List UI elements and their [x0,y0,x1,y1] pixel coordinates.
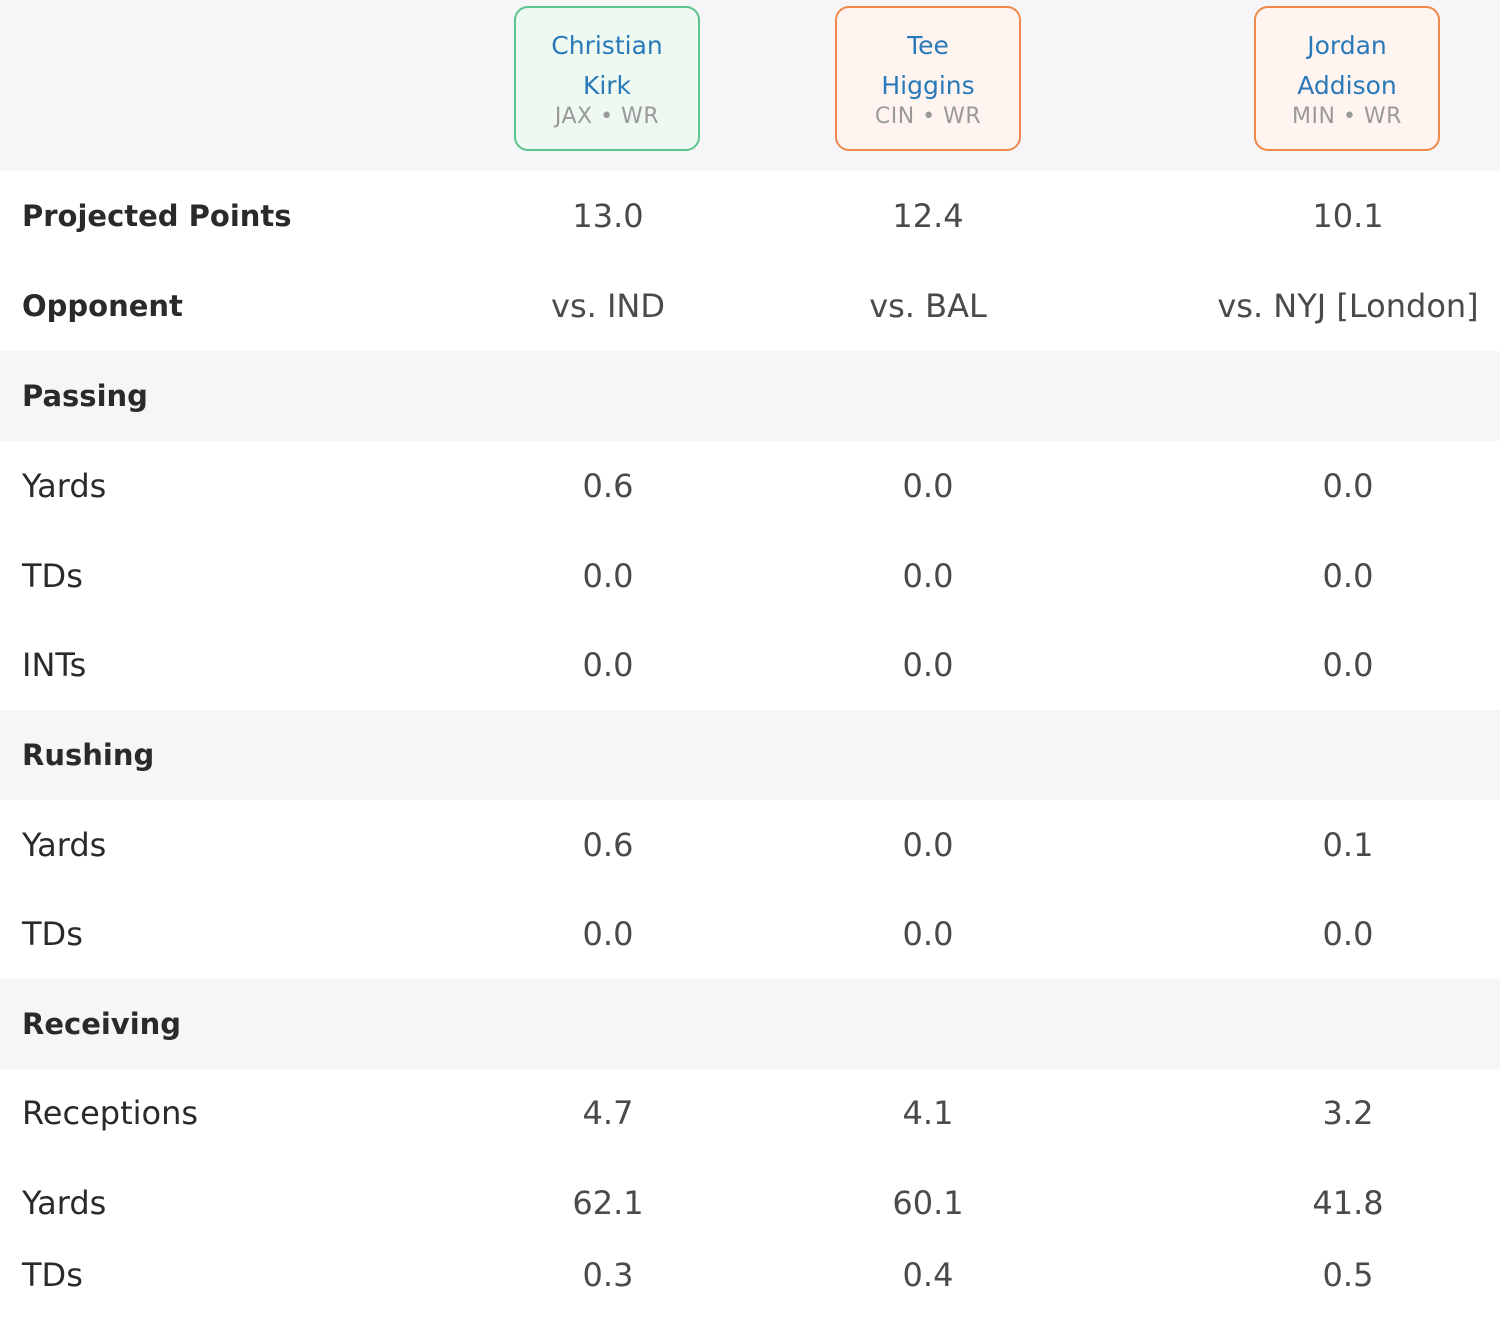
row-label: Opponent [22,289,183,323]
section-title: Passing [22,379,148,413]
row-passing-yards: Yards 0.6 0.0 0.0 [0,441,1500,531]
value-cell: 41.8 [1312,1184,1384,1222]
value-cell: 0.0 [1322,467,1374,505]
value-cell: 0.0 [1322,557,1374,595]
value-cell: 0.0 [902,646,954,684]
player-team-position: MIN • WR [1292,104,1402,129]
row-label: TDs [22,557,83,595]
row-label: Yards [22,826,107,864]
value-cell: 0.0 [1322,915,1374,953]
row-label: TDs [22,1256,83,1294]
player-card-jordan-addison[interactable]: Jordan Addison MIN • WR [1254,6,1440,151]
row-label: TDs [22,915,83,953]
value-cell: 0.0 [902,557,954,595]
value-cell: 3.2 [1322,1094,1374,1132]
section-title: Receiving [22,1007,182,1041]
row-passing-tds: TDs 0.0 0.0 0.0 [0,531,1500,621]
value-cell: 13.0 [572,197,644,235]
value-cell: 0.4 [902,1256,954,1294]
value-cell: 0.3 [582,1256,634,1294]
row-label: Receptions [22,1094,199,1132]
value-cell: 0.0 [582,646,634,684]
value-cell: 10.1 [1312,197,1384,235]
value-cell: 0.5 [1322,1256,1374,1294]
value-cell: 60.1 [892,1184,964,1222]
player-header: Christian Kirk JAX • WR Tee Higgins CIN … [0,0,1500,171]
value-cell: 0.0 [1322,646,1374,684]
section-header-passing: Passing [0,351,1500,441]
value-cell: 0.0 [582,915,634,953]
value-cell: 0.0 [902,467,954,505]
player-name[interactable]: Christian Kirk [551,31,663,100]
row-label: Yards [22,467,107,505]
player-name[interactable]: Jordan Addison [1297,31,1397,100]
row-label: Projected Points [22,199,292,233]
player-card-tee-higgins[interactable]: Tee Higgins CIN • WR [835,6,1021,151]
value-cell: 12.4 [892,197,964,235]
player-card-christian-kirk[interactable]: Christian Kirk JAX • WR [514,6,700,151]
value-cell: 0.0 [582,557,634,595]
row-receiving-yards: Yards 62.1 60.1 41.8 [0,1158,1500,1248]
row-passing-ints: INTs 0.0 0.0 0.0 [0,620,1500,710]
section-title: Rushing [22,738,155,772]
value-cell: vs. IND [551,287,665,325]
row-receiving-tds: TDs 0.3 0.4 0.5 [0,1230,1500,1320]
row-label: INTs [22,646,87,684]
value-cell: 4.1 [902,1094,954,1132]
player-name[interactable]: Tee Higgins [881,31,975,100]
value-cell: 0.6 [582,467,634,505]
value-cell: 0.0 [902,826,954,864]
row-receiving-receptions: Receptions 4.7 4.1 3.2 [0,1068,1500,1158]
value-cell: 0.0 [902,915,954,953]
row-label: Yards [22,1184,107,1222]
value-cell: vs. NYJ [London] [1217,287,1479,325]
row-rushing-yards: Yards 0.6 0.0 0.1 [0,800,1500,890]
section-header-receiving: Receiving [0,979,1500,1069]
value-cell: 62.1 [572,1184,644,1222]
player-team-position: CIN • WR [874,104,982,129]
value-cell: 4.7 [582,1094,634,1132]
row-opponent: Opponent vs. IND vs. BAL vs. NYJ [London… [0,261,1500,351]
row-projected-points: Projected Points 13.0 12.4 10.1 [0,171,1500,261]
row-rushing-tds: TDs 0.0 0.0 0.0 [0,889,1500,979]
value-cell: 0.1 [1322,826,1374,864]
value-cell: 0.6 [582,826,634,864]
value-cell: vs. BAL [869,287,987,325]
section-header-rushing: Rushing [0,710,1500,800]
player-team-position: JAX • WR [554,104,660,129]
